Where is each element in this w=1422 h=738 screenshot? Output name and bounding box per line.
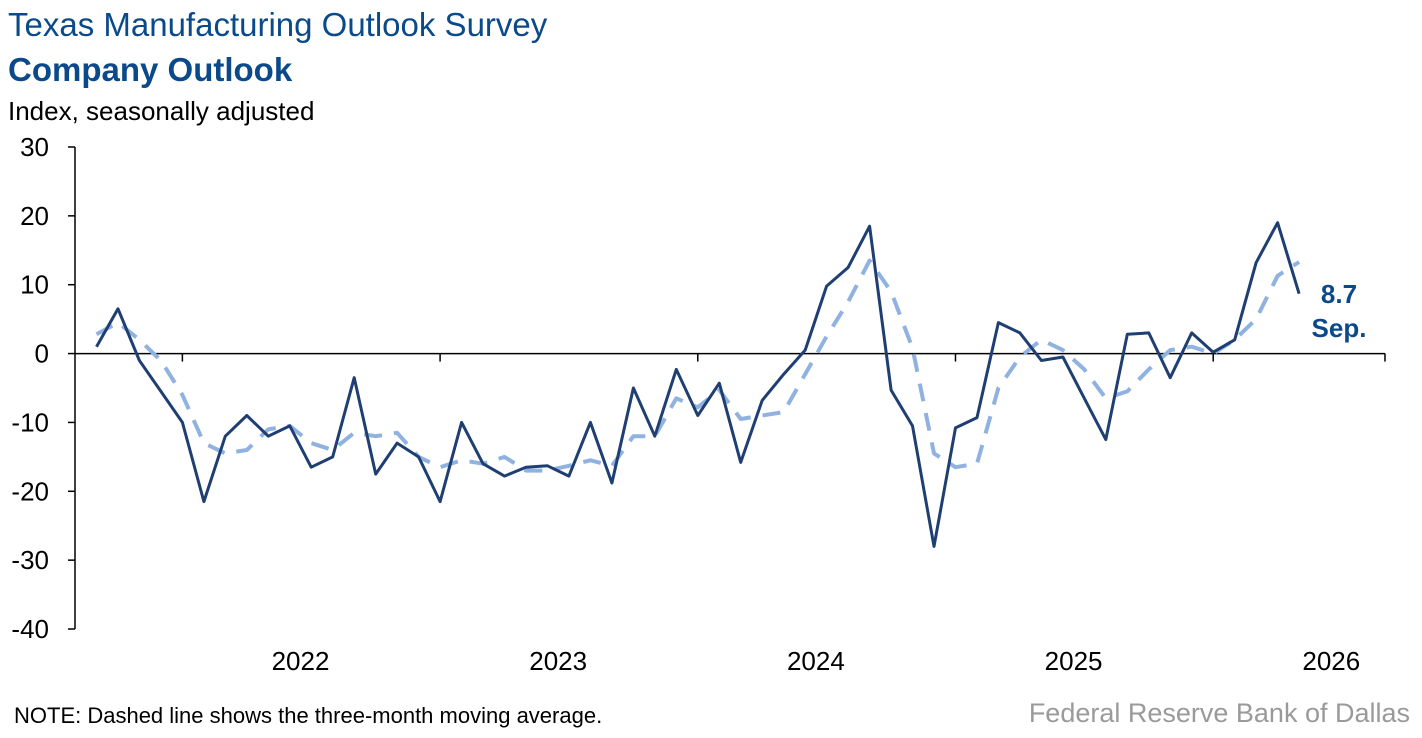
x-tick-label: 2022 (272, 646, 330, 676)
x-tick-label: 2025 (1045, 646, 1103, 676)
latest-value-annotation: 8.7 Sep. (1312, 279, 1367, 343)
y-tick-label: 0 (35, 339, 49, 369)
annotation-value: 8.7 (1321, 279, 1357, 309)
y-tick-label: -20 (11, 476, 49, 506)
company-outlook-line (95, 221, 1301, 548)
footnote: NOTE: Dashed line shows the three-month … (14, 703, 603, 728)
annotation-label: Sep. (1312, 313, 1367, 343)
chart-axes (68, 146, 1386, 630)
chart-subtitle: Company Outlook (8, 51, 293, 88)
tick-labels: 30 20 10 0 -10 -20 -30 -40 2022 2023 2024 2025 2026 (11, 132, 1360, 676)
x-tick-label: 2024 (787, 646, 845, 676)
main-series (95, 221, 1301, 548)
moving-average-line (95, 258, 1301, 473)
source-credit: Federal Reserve Bank of Dallas (1028, 698, 1410, 728)
y-tick-label: 20 (20, 201, 49, 231)
x-tick-label: 2023 (529, 646, 587, 676)
unit-label: Index, seasonally adjusted (8, 96, 315, 126)
y-tick-label: -10 (11, 407, 49, 437)
y-tick-label: -40 (11, 614, 49, 644)
y-tick-label: 10 (20, 270, 49, 300)
y-tick-label: 30 (20, 132, 49, 162)
y-tick-label: -30 (11, 545, 49, 575)
x-tick-label: 2026 (1302, 646, 1360, 676)
moving-average-series (95, 258, 1301, 473)
chart-title: Texas Manufacturing Outlook Survey (8, 6, 548, 43)
